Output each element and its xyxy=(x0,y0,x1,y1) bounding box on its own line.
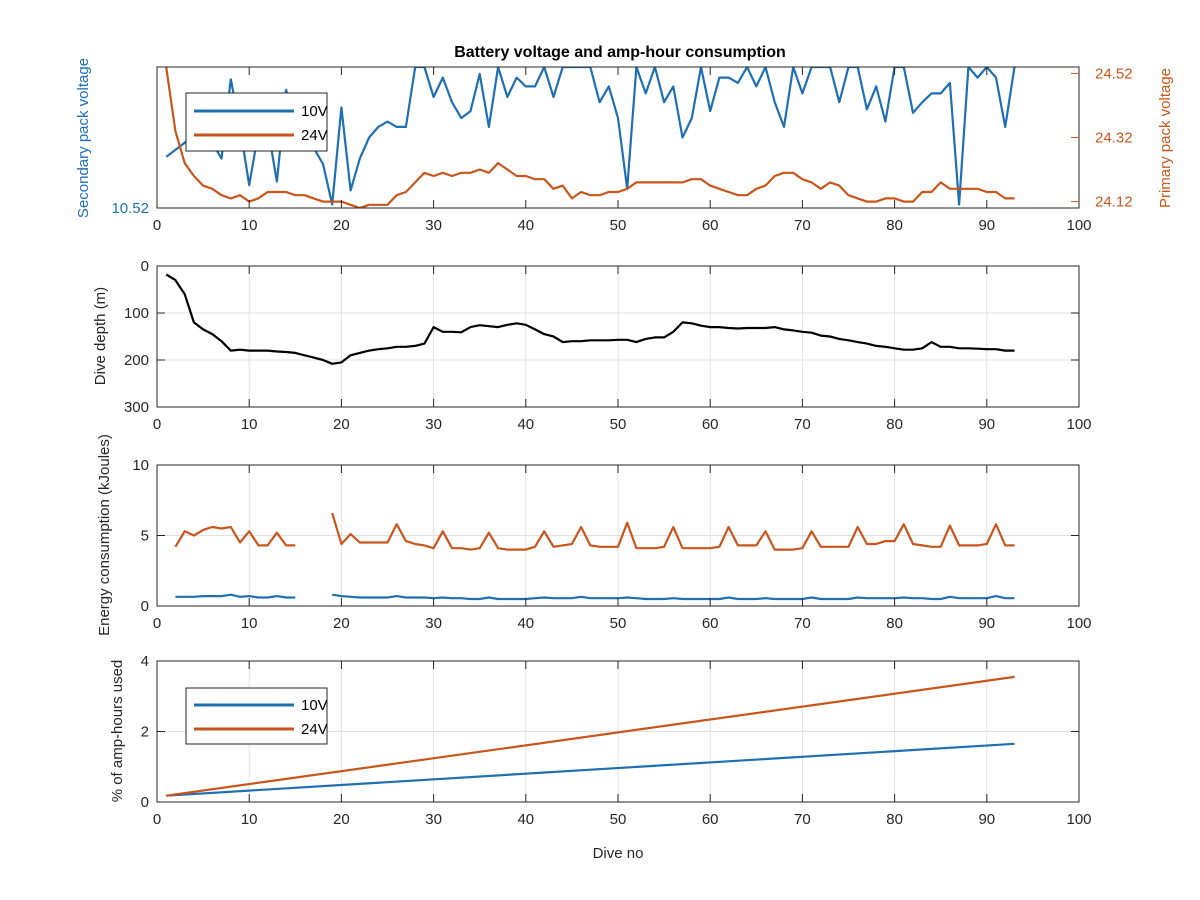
10v-series-line xyxy=(332,593,1015,601)
x-tick-label: 60 xyxy=(702,416,719,433)
y-tick-label: 10 xyxy=(132,457,149,474)
x-tick-label: 90 xyxy=(978,217,995,234)
x-tick-label: 40 xyxy=(517,615,534,632)
y-tick-label: 0 xyxy=(141,258,149,275)
y-tick-label: 2 xyxy=(141,724,149,741)
24v-series-line xyxy=(331,512,1015,551)
y-tick-label: 200 xyxy=(124,352,149,369)
series-group xyxy=(174,512,1015,601)
x-tick-label: 30 xyxy=(425,217,442,234)
x-tick-label: 80 xyxy=(886,811,903,828)
right-y-axis-label: Primary pack voltage xyxy=(1157,68,1174,208)
x-tick-label: 100 xyxy=(1066,217,1091,234)
x-tick-label: 20 xyxy=(333,217,350,234)
x-tick-label: 10 xyxy=(241,811,258,828)
x-tick-label: 60 xyxy=(702,811,719,828)
y-tick-label: 4 xyxy=(141,653,149,670)
24v-series-line xyxy=(174,525,296,548)
x-tick-label: 30 xyxy=(425,416,442,433)
x-tick-label: 80 xyxy=(886,217,903,234)
chart-title: Battery voltage and amp-hour consumption xyxy=(454,44,786,61)
x-tick-label: 70 xyxy=(794,811,811,828)
y-tick-label: 0 xyxy=(141,598,149,615)
right-y-tick-label: 24.12 xyxy=(1095,194,1133,211)
depth-y-axis-label: Dive depth (m) xyxy=(92,287,109,385)
y-tick-label: 100 xyxy=(124,305,149,322)
depth-series-line xyxy=(165,273,1015,365)
x-tick-label: 100 xyxy=(1066,416,1091,433)
x-tick-label: 50 xyxy=(610,217,627,234)
y-tick-label: 10.52 xyxy=(111,200,149,217)
x-tick-label: 10 xyxy=(241,615,258,632)
x-tick-label: 20 xyxy=(333,615,350,632)
x-tick-label: 50 xyxy=(610,811,627,828)
x-tick-label: 10 xyxy=(241,416,258,433)
x-tick-label: 20 xyxy=(333,811,350,828)
24v-series-line xyxy=(165,67,1015,208)
legend: 10V 24V xyxy=(185,687,328,745)
x-tick-label: 100 xyxy=(1066,811,1091,828)
x-tick-label: 40 xyxy=(517,217,534,234)
legend-label-10v: 10V xyxy=(301,103,328,120)
voltage-panel: 0 10 20 30 40 50 60 70 80 90 100 10.52 24.12 24.32 24.… xyxy=(75,44,1174,234)
x-tick-label: 90 xyxy=(978,615,995,632)
right-y-tick-label: 24.32 xyxy=(1095,130,1133,147)
legend-box xyxy=(185,92,328,152)
10v-series-line xyxy=(166,742,1015,797)
x-tick-label: 0 xyxy=(153,615,161,632)
x-tick-label: 100 xyxy=(1066,615,1091,632)
right-y-tick-label: 24.52 xyxy=(1095,65,1133,82)
y-tick-label: 5 xyxy=(141,528,149,545)
depth-panel: 0 10 20 30 40 50 60 70 80 90 100 0 100 200 300 Dive de… xyxy=(92,258,1092,433)
x-tick-label: 30 xyxy=(425,811,442,828)
x-axis-label: Dive no xyxy=(593,845,644,862)
x-tick-label: 10 xyxy=(241,217,258,234)
x-tick-label: 90 xyxy=(978,811,995,828)
24v-series-line xyxy=(166,675,1015,797)
x-tick-label: 40 xyxy=(517,416,534,433)
x-tick-label: 0 xyxy=(153,416,161,433)
x-tick-label: 70 xyxy=(794,416,811,433)
series-group xyxy=(165,273,1015,365)
x-tick-label: 30 xyxy=(425,615,442,632)
series-group xyxy=(166,675,1015,797)
legend-label-24v: 24V xyxy=(301,721,328,738)
x-tick-label: 80 xyxy=(886,615,903,632)
x-tick-label: 40 xyxy=(517,811,534,828)
x-tick-label: 20 xyxy=(333,416,350,433)
x-tick-label: 50 xyxy=(610,615,627,632)
legend: 10V 24V xyxy=(185,92,328,152)
legend-label-10v: 10V xyxy=(301,697,328,714)
x-tick-label: 70 xyxy=(794,615,811,632)
x-tick-label: 70 xyxy=(794,217,811,234)
amphour-panel: 0 10 20 30 40 50 60 70 80 90 100 0 2 4 % of amp-hours… xyxy=(109,653,1092,862)
x-tick-label: 50 xyxy=(610,416,627,433)
legend-label-24v: 24V xyxy=(301,127,328,144)
legend-box xyxy=(185,687,328,745)
energy-y-axis-label: Energy consumption (kJoules) xyxy=(96,434,113,636)
amphour-y-axis-label: % of amp-hours used xyxy=(109,660,126,803)
left-y-axis-label: Secondary pack voltage xyxy=(75,58,92,218)
x-tick-label: 90 xyxy=(978,416,995,433)
y-tick-label: 0 xyxy=(141,794,149,811)
x-tick-label: 0 xyxy=(153,217,161,234)
x-tick-label: 80 xyxy=(886,416,903,433)
10v-series-line xyxy=(175,593,296,599)
x-tick-label: 60 xyxy=(702,615,719,632)
y-tick-label: 300 xyxy=(124,399,149,416)
x-tick-label: 60 xyxy=(702,217,719,234)
energy-panel: 0 10 20 30 40 50 60 70 80 90 100 0 5 10 Energy consum… xyxy=(96,434,1092,636)
x-tick-label: 0 xyxy=(153,811,161,828)
